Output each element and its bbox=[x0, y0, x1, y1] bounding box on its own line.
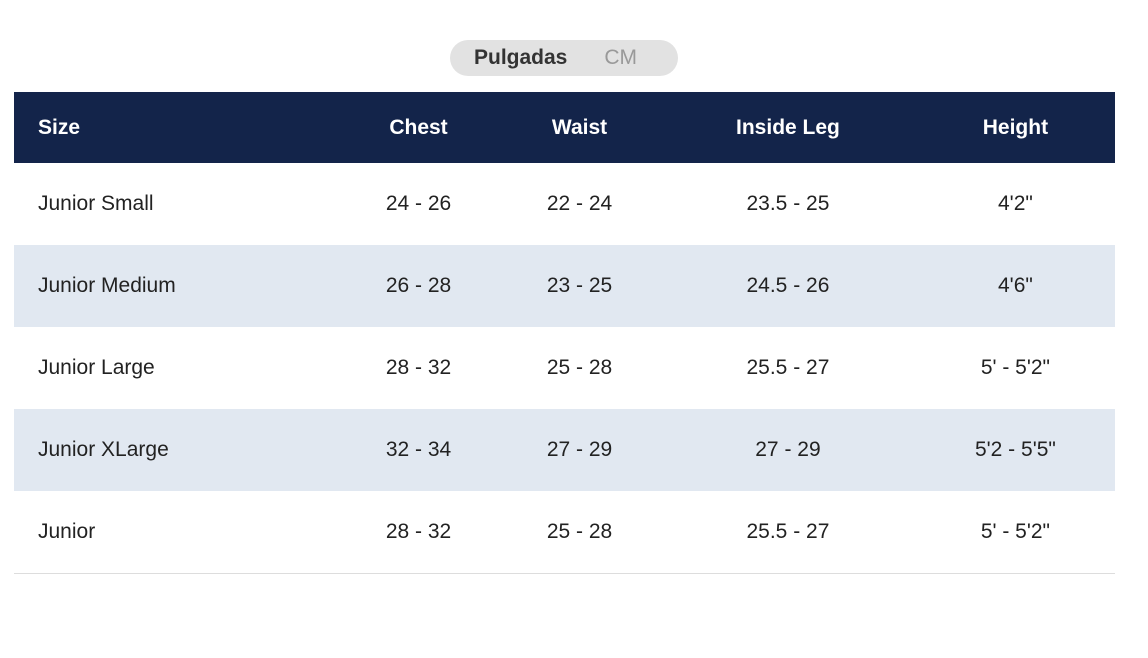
header-cell: Height bbox=[915, 92, 1115, 163]
table-cell: 24.5 - 26 bbox=[660, 245, 916, 327]
table-cell: Junior bbox=[14, 491, 338, 574]
table-cell: 26 - 28 bbox=[338, 245, 500, 327]
table-row: Junior 28 - 32 25 - 28 25.5 - 27 5' - 5'2" bbox=[14, 491, 1115, 574]
table-cell: Junior Small bbox=[38, 192, 154, 215]
table-cell: 4'6" bbox=[915, 245, 1115, 327]
table-cell: 24 - 26 bbox=[385, 192, 452, 215]
table-cell: 25.5 - 27 bbox=[746, 356, 830, 379]
header-cell: Size bbox=[14, 92, 338, 163]
table-cell: 25 - 28 bbox=[499, 491, 661, 574]
table-cell: 25.5 - 27 bbox=[660, 491, 916, 574]
table-row: Junior XLarge 32 - 34 27 - 29 27 - 29 5'2 - … bbox=[14, 409, 1115, 491]
unit-toggle: Pulgadas CM bbox=[450, 40, 678, 76]
table-row: Junior Medium 26 - 28 23 - 25 24.5 - 26 4'6" bbox=[14, 245, 1115, 327]
table-cell: 22 - 24 bbox=[546, 192, 613, 215]
table-cell: 27 - 29 bbox=[660, 409, 916, 491]
unit-option[interactable]: CM bbox=[604, 46, 638, 69]
table-cell: 5'2 - 5'5" bbox=[915, 409, 1115, 491]
table-cell: 23.5 - 25 bbox=[746, 192, 830, 215]
table-row: Junior Large 28 - 32 25 - 28 25.5 - 27 5' - … bbox=[14, 327, 1115, 409]
table-cell: Junior Medium bbox=[14, 245, 338, 327]
table-cell: 27 - 29 bbox=[499, 409, 661, 491]
header-cell: Chest bbox=[338, 92, 500, 163]
table-cell: 4'2" bbox=[998, 192, 1033, 215]
table-cell: 23 - 25 bbox=[499, 245, 661, 327]
table-cell: 28 - 32 bbox=[338, 491, 500, 574]
unit-option[interactable]: Pulgadas bbox=[474, 46, 568, 69]
table-cell: 28 - 32 bbox=[385, 356, 452, 379]
size-table: Size Chest Waist Inside Leg Height Junior Sm… bbox=[14, 92, 1115, 574]
table-cell: 32 - 34 bbox=[338, 409, 500, 491]
table-cell: 5' - 5'2" bbox=[980, 356, 1050, 379]
table-cell: 5' - 5'2" bbox=[915, 491, 1115, 574]
table-cell: Junior Large bbox=[38, 356, 155, 379]
table-row: Junior Small 24 - 26 22 - 24 23.5 - 25 4'2" bbox=[14, 163, 1115, 245]
table-cell: Junior XLarge bbox=[14, 409, 338, 491]
header-cell: Inside Leg bbox=[660, 92, 916, 163]
header-row: Size Chest Waist Inside Leg Height bbox=[14, 92, 1115, 163]
header-cell: Waist bbox=[499, 92, 661, 163]
table-cell: 25 - 28 bbox=[546, 356, 613, 379]
